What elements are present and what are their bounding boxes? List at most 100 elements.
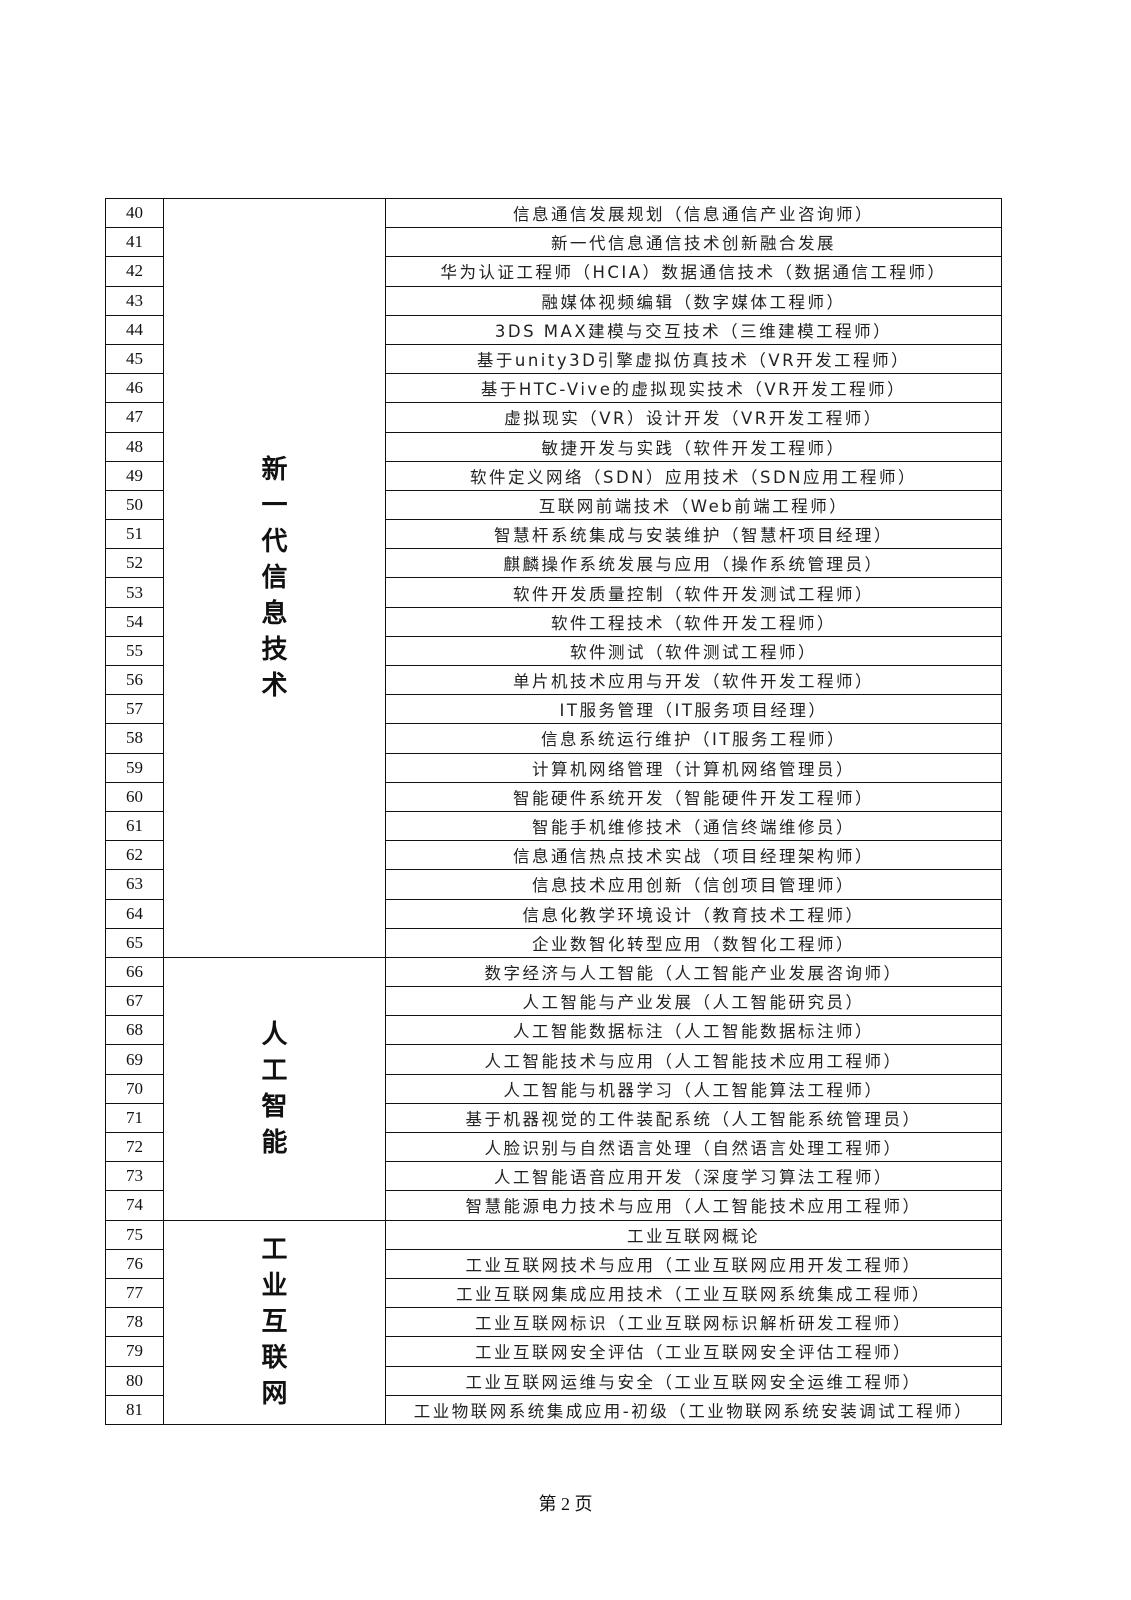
page-number: 第 2 页 [538, 1494, 593, 1514]
table-row: 77 工业互联网集成应用技术（工业互联网系统集成工程师） [105, 1277, 1002, 1309]
row-number: 47 [105, 402, 164, 433]
row-number: 56 [105, 664, 164, 696]
table-row: 41 新一代信息通信技术创新融合发展 [105, 227, 1002, 258]
category-label: 工业互联网 [261, 1235, 288, 1410]
table-row: 55 软件测试（软件测试工程师） [105, 635, 1002, 667]
table-row: 73 人工智能语音应用开发（深度学习算法工程师） [105, 1161, 1002, 1192]
row-number: 81 [105, 1394, 164, 1425]
row-number: 68 [105, 1015, 164, 1046]
course-name: 麒麟操作系统发展与应用（操作系统管理员） [385, 548, 1002, 579]
course-name: 互联网前端技术（Web前端工程师） [385, 489, 1002, 521]
row-number: 73 [105, 1161, 164, 1192]
course-name: 融媒体视频编辑（数字媒体工程师） [385, 285, 1002, 316]
course-name: 敏捷开发与实践（软件开发工程师） [385, 431, 1002, 462]
category-label: 人工智能 [261, 1019, 288, 1158]
table-row: 62 信息通信热点技术实战（项目经理架构师） [105, 840, 1002, 871]
row-number: 62 [105, 840, 164, 871]
row-number: 76 [105, 1248, 164, 1279]
row-number: 41 [105, 227, 164, 258]
row-number: 58 [105, 723, 164, 754]
row-number: 53 [105, 577, 164, 608]
course-name: 软件工程技术（软件开发工程师） [385, 606, 1002, 637]
course-name: 软件定义网络（SDN）应用技术（SDN应用工程师） [385, 460, 1002, 491]
course-name: 基于机器视觉的工件装配系统（人工智能系统管理员） [385, 1102, 1002, 1134]
row-number: 63 [105, 869, 164, 900]
table-row: 58 信息系统运行维护（IT服务工程师） [105, 723, 1002, 754]
course-name: 软件测试（软件测试工程师） [385, 635, 1002, 667]
row-number: 78 [105, 1307, 164, 1338]
table-row: 53 软件开发质量控制（软件开发测试工程师） [105, 577, 1002, 608]
row-number: 42 [105, 256, 164, 287]
course-name: 人脸识别与自然语言处理（自然语言处理工程师） [385, 1131, 1002, 1163]
course-name: 人工智能语音应用开发（深度学习算法工程师） [385, 1161, 1002, 1192]
table-row: 69 人工智能技术与应用（人工智能技术应用工程师） [105, 1044, 1002, 1075]
category-cell: 新一代信息技术 [163, 198, 386, 958]
table-row: 43 融媒体视频编辑（数字媒体工程师） [105, 285, 1002, 316]
course-name: 软件开发质量控制（软件开发测试工程师） [385, 577, 1002, 608]
course-name: 工业互联网标识（工业互联网标识解析研发工程师） [385, 1307, 1002, 1338]
row-number: 69 [105, 1044, 164, 1075]
row-number: 72 [105, 1131, 164, 1163]
table-row: 67 人工智能与产业发展（人工智能研究员） [105, 986, 1002, 1017]
row-number: 48 [105, 431, 164, 462]
course-name: 智能硬件系统开发（智能硬件开发工程师） [385, 781, 1002, 812]
row-number: 49 [105, 460, 164, 491]
table-row: 54 软件工程技术（软件开发工程师） [105, 606, 1002, 637]
category-cell: 工业互联网 [163, 1219, 386, 1425]
table-row: 78 工业互联网标识（工业互联网标识解析研发工程师） [105, 1307, 1002, 1338]
row-number: 70 [105, 1073, 164, 1104]
row-number: 60 [105, 781, 164, 812]
course-name: 虚拟现实（VR）设计开发（VR开发工程师） [385, 402, 1002, 433]
category-label: 新一代信息技术 [261, 454, 288, 701]
table-row: 48 敏捷开发与实践（软件开发工程师） [105, 431, 1002, 462]
table-row: 40 新一代信息技术 信息通信发展规划（信息通信产业咨询师） [105, 197, 1002, 958]
course-name: 人工智能数据标注（人工智能数据标注师） [385, 1015, 1002, 1046]
course-name: 新一代信息通信技术创新融合发展 [385, 227, 1002, 258]
course-name: 基于HTC-Vive的虚拟现实技术（VR开发工程师） [385, 373, 1002, 404]
row-number: 57 [105, 694, 164, 725]
row-number: 52 [105, 548, 164, 579]
table-row: 66 人工智能 数字经济与人工智能（人工智能产业发展咨询师） [105, 956, 1002, 1221]
row-number: 66 [105, 956, 164, 988]
table-row: 63 信息技术应用创新（信创项目管理师） [105, 869, 1002, 900]
course-name: 华为认证工程师（HCIA）数据通信技术（数据通信工程师） [385, 256, 1002, 287]
row-number: 61 [105, 810, 164, 842]
course-name: IT服务管理（IT服务项目经理） [385, 694, 1002, 725]
course-name: 工业物联网系统集成应用-初级（工业物联网系统安装调试工程师） [385, 1394, 1002, 1425]
category-cell: 人工智能 [163, 956, 386, 1221]
table-row: 47 虚拟现实（VR）设计开发（VR开发工程师） [105, 402, 1002, 433]
course-name: 企业数智化转型应用（数智化工程师） [385, 927, 1002, 958]
course-name: 信息系统运行维护（IT服务工程师） [385, 723, 1002, 754]
row-number: 64 [105, 898, 164, 929]
course-name: 人工智能技术与应用（人工智能技术应用工程师） [385, 1044, 1002, 1075]
course-name: 工业互联网运维与安全（工业互联网安全运维工程师） [385, 1365, 1002, 1396]
table-row: 81 工业物联网系统集成应用-初级（工业物联网系统安装调试工程师） [105, 1394, 1002, 1425]
row-number: 51 [105, 519, 164, 550]
course-name: 基于unity3D引擎虚拟仿真技术（VR开发工程师） [385, 343, 1002, 375]
table-row: 80 工业互联网运维与安全（工业互联网安全运维工程师） [105, 1365, 1002, 1396]
table-row: 44 3DS MAX建模与交互技术（三维建模工程师） [105, 314, 1002, 345]
course-name: 信息通信热点技术实战（项目经理架构师） [385, 840, 1002, 871]
row-number: 54 [105, 606, 164, 637]
table-row: 65 企业数智化转型应用（数智化工程师） [105, 927, 1002, 958]
table-row: 42 华为认证工程师（HCIA）数据通信技术（数据通信工程师） [105, 256, 1002, 287]
course-name: 工业互联网安全评估（工业互联网安全评估工程师） [385, 1336, 1002, 1367]
row-number: 43 [105, 285, 164, 316]
course-name: 智慧杆系统集成与安装维护（智慧杆项目经理） [385, 519, 1002, 550]
row-number: 40 [105, 197, 164, 229]
row-number: 65 [105, 927, 164, 958]
course-name: 信息通信发展规划（信息通信产业咨询师） [385, 197, 1002, 229]
course-table: 40 新一代信息技术 信息通信发展规划（信息通信产业咨询师） 41 新一代信息通信技术创… [105, 197, 1002, 1425]
course-name: 工业互联网集成应用技术（工业互联网系统集成工程师） [385, 1277, 1002, 1309]
table-row: 59 计算机网络管理（计算机网络管理员） [105, 752, 1002, 783]
table-row: 45 基于unity3D引擎虚拟仿真技术（VR开发工程师） [105, 343, 1002, 375]
course-name: 3DS MAX建模与交互技术（三维建模工程师） [385, 314, 1002, 345]
course-name: 工业互联网概论 [385, 1219, 1002, 1250]
table-row: 64 信息化教学环境设计（教育技术工程师） [105, 898, 1002, 929]
table-row: 75 工业互联网 工业互联网概论 [105, 1219, 1002, 1425]
course-name: 人工智能与产业发展（人工智能研究员） [385, 986, 1002, 1017]
row-number: 77 [105, 1277, 164, 1309]
row-number: 44 [105, 314, 164, 345]
table-row: 52 麒麟操作系统发展与应用（操作系统管理员） [105, 548, 1002, 579]
row-number: 59 [105, 752, 164, 783]
